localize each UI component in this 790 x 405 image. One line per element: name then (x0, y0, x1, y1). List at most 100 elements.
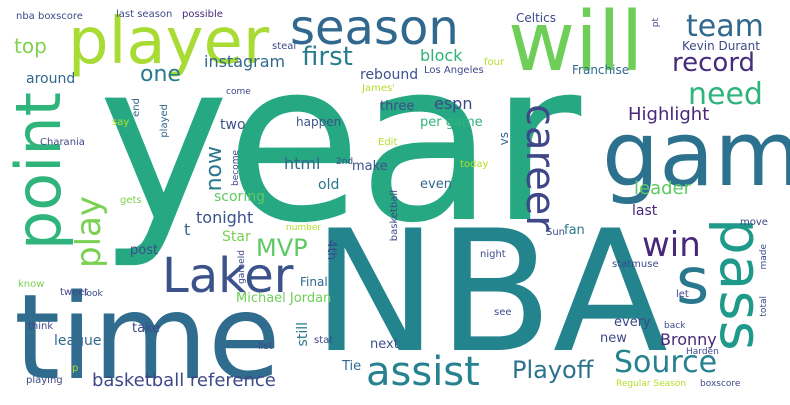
word-need: need (688, 77, 763, 112)
word-think: think (28, 321, 54, 332)
word-s: s (676, 245, 710, 319)
word-4th: 4th (325, 240, 339, 260)
word-come: come (226, 87, 251, 97)
word-edit: Edit (378, 137, 398, 148)
word-league: league (54, 333, 102, 349)
word-take: take (132, 321, 161, 336)
word-tonight: tonight (196, 208, 254, 227)
word-2nd: 2nd (336, 157, 354, 167)
word-bronny: Bronny (660, 330, 717, 349)
word-rebound: rebound (360, 67, 419, 83)
word-end: end (131, 98, 142, 117)
word-nba-boxscore: nba boxscore (16, 11, 83, 22)
word-playoff: Playoff (512, 356, 594, 384)
word-possible: possible (182, 9, 223, 20)
word-see: see (494, 307, 512, 318)
word-franchise: Franchise (572, 63, 630, 77)
word-post: post (130, 243, 159, 258)
word-top: top (14, 34, 47, 58)
word-gameid: gameId (237, 250, 247, 284)
word-made: made (759, 244, 769, 270)
word-play: play (69, 196, 109, 268)
word-mvp: MVP (256, 234, 308, 262)
word-sun: Sun (546, 227, 566, 238)
word-three: three (380, 99, 415, 114)
word-boxscore: boxscore (700, 379, 741, 389)
word-game: game (602, 102, 790, 207)
word-number: number (286, 223, 322, 233)
word-james: James' (362, 83, 395, 94)
word-every: every (614, 315, 651, 330)
word-statmuse: statmuse (612, 259, 659, 270)
word-espn: espn (434, 94, 473, 113)
word-team: team (686, 9, 764, 44)
word-leader: leader (634, 178, 692, 199)
word-pt: pt (651, 18, 661, 28)
word-michael-jordan: Michael Jordan (236, 291, 332, 306)
word-know: know (18, 279, 45, 290)
word-instagram: instagram (204, 52, 286, 71)
word-player: player (68, 5, 270, 79)
word-playing: playing (26, 375, 63, 386)
word-source: Source (614, 345, 718, 380)
word-celtics: Celtics (516, 11, 556, 25)
word-next: next (370, 337, 399, 352)
word-stat: stat (314, 335, 334, 346)
word-pass: pass (707, 218, 775, 351)
word-regular-season: Regular Season (616, 379, 687, 389)
word-fan: fan (564, 223, 585, 238)
word-even: even (420, 177, 452, 192)
word-will: will (508, 0, 644, 90)
word-gets: gets (120, 195, 142, 206)
word-now: now (202, 146, 227, 192)
word-scoring: scoring (214, 189, 265, 205)
word-nba: NBA (312, 194, 668, 390)
word-time: time (14, 268, 281, 405)
word-total: total (759, 296, 769, 317)
word-new: new (600, 331, 627, 346)
word-t: t (184, 220, 191, 239)
word-tie: Tie (342, 359, 362, 374)
word-first: first (302, 42, 353, 72)
word-let: let (676, 289, 689, 300)
word-p: p (72, 363, 79, 374)
word-back: back (664, 321, 686, 331)
word-win: win (642, 225, 701, 265)
word-basketball: basketball (389, 190, 400, 242)
word-happen: happen (296, 115, 342, 129)
word-list: list (258, 341, 273, 352)
word-last: last (632, 203, 658, 219)
word-make: make (352, 159, 388, 174)
word-night: night (480, 249, 506, 260)
word-become: become (231, 150, 241, 187)
word-star: Star (222, 229, 251, 245)
word-kevin-durant: Kevin Durant (682, 39, 760, 53)
word-year: year (98, 14, 581, 272)
word-still: still (295, 322, 311, 347)
word-html: html (284, 154, 321, 173)
word-two: two (220, 117, 246, 133)
word-record: record (672, 48, 756, 78)
word-tweet: tweet (60, 287, 89, 298)
word-final: Final (300, 275, 328, 289)
word-one: one (140, 62, 181, 87)
word-highlight: Highlight (628, 104, 710, 125)
word-career: career (517, 104, 563, 232)
word-harden: Harden (686, 347, 719, 357)
word-charania: Charania (40, 137, 85, 148)
word-played: played (159, 104, 170, 138)
word-assist: assist (366, 349, 480, 395)
word-around: around (26, 71, 76, 87)
word-los-angeles: Los Angeles (424, 65, 484, 76)
word-per-game: per game (420, 115, 483, 130)
word-laker: Laker (162, 248, 294, 304)
word-block: block (420, 46, 463, 65)
word-today: today (460, 159, 489, 170)
word-vs: vs (497, 132, 511, 146)
word-steal: steal (272, 41, 297, 52)
word-look: look (84, 289, 103, 299)
word-say: say (112, 117, 130, 128)
word-move: move (740, 217, 768, 228)
word-four: four (484, 57, 505, 68)
